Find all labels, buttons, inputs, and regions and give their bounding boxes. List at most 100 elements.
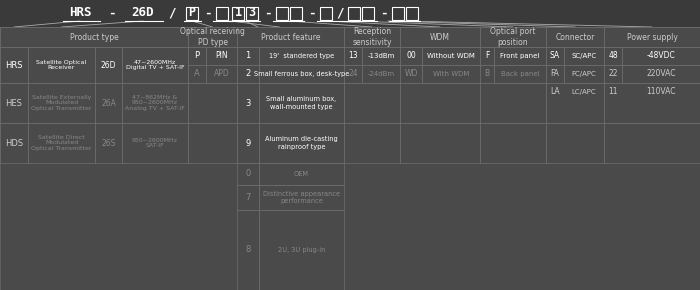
Bar [344,65,362,83]
Bar [259,163,344,185]
Bar [604,83,700,123]
Text: -24dBm: -24dBm [368,71,395,77]
Text: Product feature: Product feature [260,32,321,41]
Bar [480,47,494,65]
Bar [206,47,237,65]
Text: OEM: OEM [294,171,309,177]
Text: Connector: Connector [555,32,595,41]
Text: Product type: Product type [69,32,118,41]
Text: WD: WD [405,70,418,79]
Bar [122,83,188,123]
Bar [0,47,28,83]
Text: 26D: 26D [132,6,154,19]
Text: -48VDC: -48VDC [647,52,676,61]
Bar [546,83,604,123]
Bar [494,47,546,65]
Bar [0,27,188,47]
Bar [95,47,122,83]
Bar [422,47,480,65]
Bar [237,185,259,210]
Text: Distinctive appearance
performance: Distinctive appearance performance [263,191,340,204]
Bar [546,65,564,83]
Text: 9: 9 [246,139,251,148]
Text: Small ferrous box, desk-type: Small ferrous box, desk-type [254,71,349,77]
Text: 24: 24 [348,70,358,79]
Bar [400,83,480,123]
Text: P: P [188,6,195,19]
Bar [564,47,604,65]
Text: 47~862MHz &
950~2600MHz
Analog TV + SAT-IF: 47~862MHz & 950~2600MHz Analog TV + SAT-… [125,95,185,111]
Bar [0,123,28,163]
Text: SC/APC: SC/APC [571,53,596,59]
Bar [237,65,259,83]
Bar [237,47,259,65]
Text: 26A: 26A [101,99,116,108]
Bar [237,163,259,185]
Bar [259,83,344,123]
Text: Aluminum die-casting
rainproof type: Aluminum die-casting rainproof type [265,137,338,150]
Bar [237,27,344,47]
Bar [480,123,546,163]
Text: 19'  standered type: 19' standered type [269,53,334,59]
Bar [237,83,259,123]
Bar [546,47,564,65]
Text: Back panel: Back panel [500,71,539,77]
Bar [564,83,604,101]
Bar [348,6,360,19]
Text: Satellite Direct
Modulated
Optical Transmitter: Satellite Direct Modulated Optical Trans… [32,135,92,151]
Text: Optical receiving
PD type: Optical receiving PD type [180,27,245,47]
Text: 13: 13 [348,52,358,61]
Bar [546,83,564,101]
Bar [400,27,480,47]
Bar [344,47,362,65]
Text: FC/APC: FC/APC [572,71,596,77]
Bar [290,6,302,19]
Bar [259,47,344,65]
Bar [622,83,700,101]
Bar [564,65,604,83]
Bar [604,83,622,101]
Bar [276,6,288,19]
Text: Front panel: Front panel [500,53,540,59]
Text: 47~2600MHz
Digital TV + SAT-IF: 47~2600MHz Digital TV + SAT-IF [126,60,184,70]
Bar [188,47,206,65]
Text: Small aluminum box,
wall-mounted type: Small aluminum box, wall-mounted type [267,97,337,110]
Bar [320,6,332,19]
Text: Optical port
position: Optical port position [490,27,536,47]
Text: -: - [265,6,272,19]
Bar [362,6,374,19]
Text: 1: 1 [246,52,251,61]
Bar [362,65,400,83]
Bar [362,47,400,65]
Bar [344,83,400,123]
Text: -: - [204,6,211,19]
Bar [480,27,546,47]
Bar [0,0,700,23]
Bar [604,123,700,163]
Bar [122,47,188,83]
Text: HDS: HDS [5,139,23,148]
Bar [622,47,700,65]
Text: 2U, 3U plug-in: 2U, 3U plug-in [278,247,326,253]
Bar [494,65,546,83]
Text: APD: APD [214,70,230,79]
Text: B: B [484,70,489,79]
Bar [546,123,604,163]
Text: Reception
sensitivity: Reception sensitivity [352,27,392,47]
Bar [237,123,259,163]
Text: FA: FA [551,70,559,79]
Text: PIN: PIN [215,52,228,61]
Bar [422,65,480,83]
Text: 11: 11 [608,88,617,97]
Text: HRS: HRS [6,61,22,70]
Text: /: / [336,6,344,19]
Text: 3: 3 [245,99,251,108]
Bar [28,123,95,163]
Text: A: A [194,70,200,79]
Text: LC/APC: LC/APC [572,89,596,95]
Text: Without WDM: Without WDM [427,53,475,59]
Bar [188,27,237,47]
Bar [95,83,122,123]
Text: 0: 0 [246,169,251,179]
Bar [259,210,344,290]
